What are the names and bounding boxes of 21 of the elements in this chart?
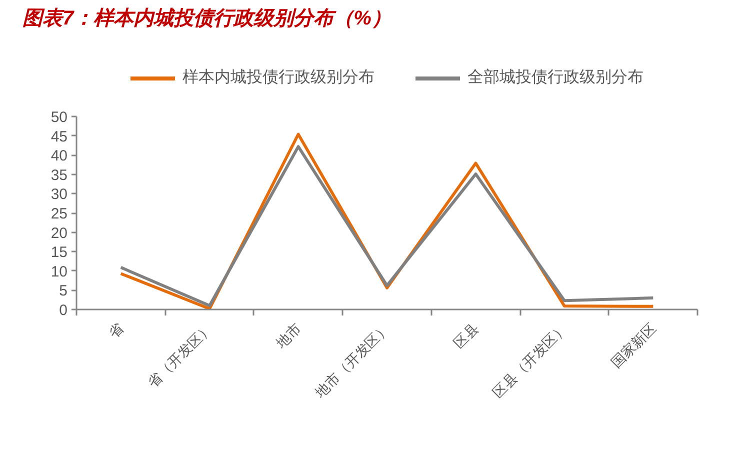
y-tick-label: 50 [50,109,68,126]
x-tick-label: 省 [105,320,127,342]
y-tick-label: 25 [50,206,68,222]
y-tick-label: 45 [50,128,68,146]
y-tick-label: 30 [50,186,68,204]
legend-label: 全部城投债行政级别分布 [468,68,644,88]
y-tick-label: 15 [50,244,68,262]
legend-label: 样本内城投债行政级别分布 [182,68,374,88]
chart-title: 图表7：样本内城投债行政级别分布（%） [22,8,392,30]
x-tick-label: 地市（开发区） [311,320,393,402]
y-tick-label: 35 [50,166,68,184]
y-tick-label: 20 [50,224,68,242]
x-tick-label: 区县 [450,320,482,351]
x-tick-label: 地市 [272,320,304,352]
x-tick-label: 区县（开发区） [489,320,570,400]
y-tick-label: 10 [50,263,68,280]
x-tick-label: 省（开发区） [144,320,216,391]
y-tick-label: 40 [50,148,68,165]
y-tick-label: 0 [59,302,68,319]
y-tick-label: 5 [59,282,68,300]
x-tick-label: 国家新区 [608,320,659,371]
